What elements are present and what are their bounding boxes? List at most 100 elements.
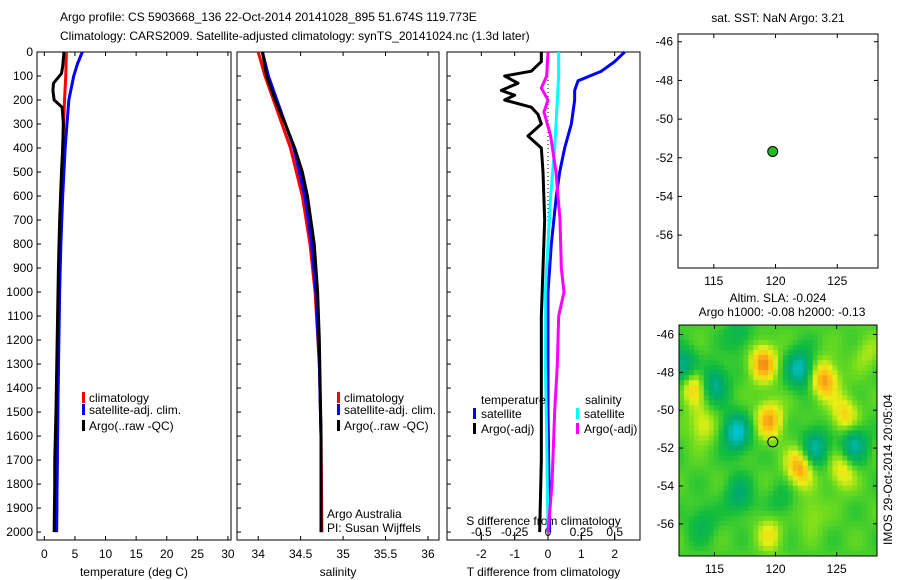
sla-cell [857, 395, 863, 401]
sla-cell [693, 405, 700, 411]
sla-cell [867, 550, 873, 557]
legend-label: Argo(..raw -QC) [344, 419, 429, 433]
sla-cell [683, 390, 690, 396]
sla-cell [862, 525, 868, 532]
sla-cell [773, 330, 779, 336]
sla-cell [792, 355, 799, 361]
sla-cell [773, 465, 779, 472]
sla-cell [683, 360, 690, 366]
sla-cell [832, 495, 838, 502]
sla-cell [713, 460, 720, 467]
sla-cell [827, 360, 833, 366]
sla-cell [713, 385, 720, 391]
sla-cell [698, 455, 705, 462]
sla-cell [683, 435, 690, 441]
sla-cell [857, 375, 863, 381]
sla-cell [807, 340, 814, 346]
sla-cell [718, 480, 725, 487]
depth-tick-label: 1300 [6, 357, 33, 371]
sla-cell [768, 375, 774, 381]
sla-cell [743, 475, 749, 482]
sla-cell [748, 545, 754, 552]
sla-cell [763, 445, 769, 452]
sla-cell [867, 430, 873, 436]
sla-cell [703, 355, 710, 361]
sla-cell [812, 455, 819, 462]
sla-cell [723, 330, 729, 336]
sla-cell [698, 460, 705, 467]
sla-cell [832, 425, 838, 431]
sla-cell [817, 495, 824, 502]
sla-cell [807, 395, 814, 401]
sla-cell [758, 450, 764, 457]
sla-cell [852, 405, 858, 411]
sla-cell [768, 505, 774, 512]
sla-cell [862, 480, 868, 487]
sla-cell [852, 415, 858, 421]
sla-cell [698, 345, 705, 351]
sla-cell [827, 450, 833, 457]
sla-cell [817, 515, 824, 522]
legend-swatch [337, 420, 340, 431]
sla-cell [827, 390, 833, 396]
sla-cell [748, 325, 754, 331]
sla-cell [872, 530, 878, 537]
sla-cell [718, 510, 725, 517]
x-axis-label: temperature (deg C) [80, 565, 188, 579]
sla-cell [852, 425, 858, 431]
sla-cell [792, 335, 799, 341]
sla-cell [802, 400, 809, 406]
sla-cell [723, 445, 729, 452]
sla-cell [778, 545, 784, 552]
sla-cell [743, 495, 749, 502]
sla-cell [763, 510, 769, 517]
sla-cell [688, 480, 695, 487]
sla-cell [738, 415, 744, 421]
sla-cell [807, 430, 814, 436]
sla-cell [857, 550, 863, 557]
sla-cell [778, 345, 784, 351]
legend-label: climatology [344, 391, 404, 405]
sla-cell [683, 345, 690, 351]
sla-cell [758, 455, 764, 462]
sla-cell [812, 475, 819, 482]
sla-cell [758, 360, 764, 366]
sla-cell [708, 385, 715, 391]
sla-cell [842, 500, 848, 507]
sla-cell [832, 385, 838, 391]
sla-cell [822, 330, 828, 336]
sla-cell [802, 435, 809, 441]
sla-cell [832, 330, 838, 336]
sla-cell [862, 485, 868, 492]
sla-cell [782, 495, 789, 502]
sla-cell [683, 480, 690, 487]
sla-cell [713, 445, 720, 452]
sla-cell [743, 420, 749, 426]
sla-cell [822, 370, 828, 376]
sla-cell [837, 390, 843, 396]
sla-cell [768, 335, 774, 341]
x-tick-label: 1 [578, 547, 585, 561]
sla-cell [758, 470, 764, 477]
s-tick-label: -0.25 [501, 525, 529, 539]
sla-cell [773, 340, 779, 346]
sla-cell [857, 405, 863, 411]
sla-cell [837, 480, 843, 487]
sla-cell [708, 455, 715, 462]
sla-cell [802, 375, 809, 381]
sla-cell [802, 550, 809, 557]
sla-cell [817, 455, 824, 462]
sla-cell [837, 495, 843, 502]
sla-cell [782, 360, 789, 366]
sla-cell [768, 540, 774, 547]
title-line-1: Argo profile: CS 5903668_136 22-Oct-2014… [60, 10, 477, 24]
sla-cell [807, 350, 814, 356]
sla-cell [837, 410, 843, 416]
depth-tick-label: 500 [13, 165, 33, 179]
sla-cell [782, 400, 789, 406]
sla-cell [748, 330, 754, 336]
sla-cell [703, 390, 710, 396]
sla-cell [867, 515, 873, 522]
sla-cell [832, 355, 838, 361]
sla-cell [773, 425, 779, 431]
